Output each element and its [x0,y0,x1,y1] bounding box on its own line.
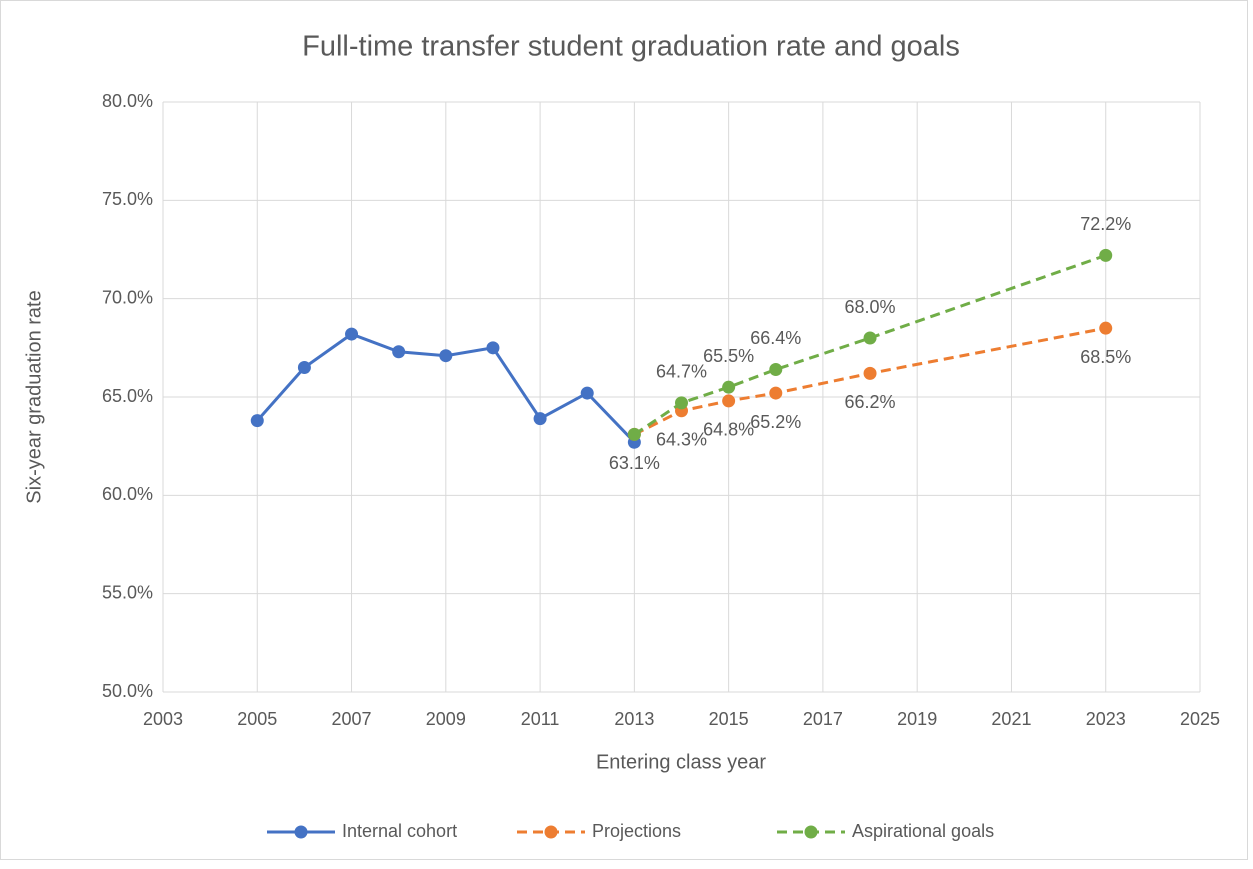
data-point [1099,321,1113,335]
x-axis-label: Entering class year [596,751,766,773]
x-tick-label: 2005 [237,709,277,729]
data-label: 64.8% [703,420,754,440]
data-point [722,380,736,394]
x-tick-label: 2023 [1086,709,1126,729]
data-point [533,412,547,426]
chart-title: Full-time transfer student graduation ra… [302,31,960,63]
data-point [863,366,877,380]
y-tick-label: 65.0% [102,386,153,406]
y-tick-label: 60.0% [102,484,153,504]
data-point [297,361,311,374]
data-point [439,349,453,363]
data-point [486,341,500,355]
legend-label: Projections [592,821,681,841]
x-tick-label: 2019 [897,709,937,729]
legend-label: Aspirational goals [852,821,994,841]
data-label: 65.2% [750,412,801,432]
data-label: 68.0% [845,297,896,317]
y-tick-label: 75.0% [102,189,153,209]
data-label: 65.5% [703,346,754,366]
x-tick-label: 2025 [1180,709,1220,729]
legend-label: Internal cohort [342,821,457,841]
x-tick-label: 2017 [803,709,843,729]
data-point [250,414,264,428]
series-line [633,253,1107,436]
data-label: 68.5% [1080,347,1131,367]
data-label: 63.1% [609,453,660,473]
data-point [1099,248,1113,262]
y-tick-label: 55.0% [102,582,153,602]
y-tick-label: 70.0% [102,287,153,307]
data-point [580,386,594,400]
data-point [863,331,877,345]
data-point [769,362,783,376]
x-tick-label: 2011 [521,709,560,729]
x-tick-label: 2009 [426,709,466,729]
x-tick-label: 2021 [991,709,1031,729]
legend-marker [294,825,308,839]
data-label: 66.2% [845,392,896,412]
y-tick-label: 50.0% [102,681,153,701]
data-point [675,396,688,410]
data-label: 64.3% [656,430,707,450]
data-point [345,327,359,341]
data-point [722,394,736,408]
x-tick-label: 2013 [614,709,654,729]
data-label: 66.4% [750,328,801,348]
x-tick-label: 2003 [143,709,183,729]
x-tick-label: 2007 [332,709,372,729]
legend-marker [804,825,818,839]
data-point [627,427,641,441]
data-point [392,345,406,359]
data-label: 64.7% [656,362,707,382]
y-axis-label: Six-year graduation rate [23,290,45,503]
x-tick-label: 2015 [709,709,749,729]
y-tick-label: 80.0% [102,91,153,111]
data-point [769,386,783,400]
legend-marker [544,825,558,839]
data-label: 72.2% [1080,214,1131,234]
